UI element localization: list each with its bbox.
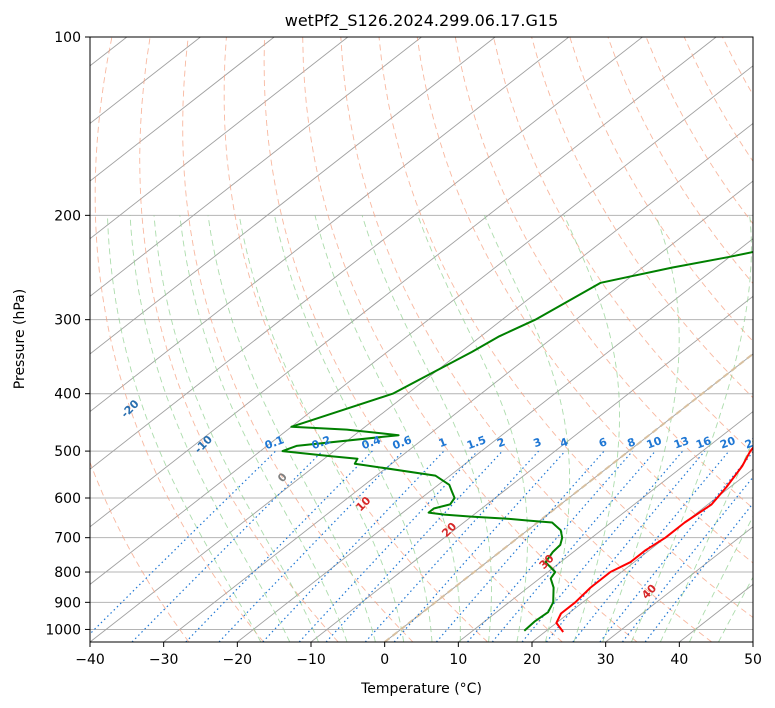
moist-adiabat-line: [688, 515, 753, 642]
y-tick-label: 900: [54, 595, 81, 611]
mixing-ratio-line: [325, 450, 503, 642]
isotherm-line: [90, 37, 275, 182]
isotherm-line: [90, 37, 643, 470]
y-tick-label: 700: [54, 531, 81, 547]
isotherm-line: [237, 238, 753, 642]
mixing-ratio-line: [435, 450, 605, 642]
moist-adiabat-line: [417, 215, 528, 642]
moist-adiabat-line: [718, 576, 753, 642]
isotherm-line: [90, 37, 496, 355]
dry-adiabat-line: [454, 37, 753, 509]
dewpoint-profile-line: [281, 251, 753, 632]
x-axis-label: Temperature (°C): [360, 681, 482, 697]
isotherm-line: [90, 37, 717, 528]
dry-adiabat-line: [340, 37, 712, 642]
plot-frame: [89, 36, 754, 643]
mixing-ratio-label: 2: [495, 435, 507, 450]
dry-adiabat-line: [182, 37, 414, 642]
mixing-ratio-label: 8: [626, 435, 638, 450]
mixing-ratio-label: 13: [672, 434, 691, 451]
dry-adiabat-line: [90, 460, 190, 642]
y-tick-label: 200: [54, 208, 81, 224]
isotherm-line: [90, 65, 753, 585]
dry-adiabat-line: [416, 37, 753, 564]
moist-adiabat-line: [361, 215, 492, 642]
zero-isotherm-line: [384, 352, 753, 642]
dry-adiabat-line: [139, 37, 339, 642]
moist-adiabat-line: [238, 215, 405, 642]
x-tick-label: 10: [449, 652, 467, 668]
mixing-ratio-line: [185, 450, 373, 642]
moist-adiabat-line: [659, 439, 753, 642]
mixing-ratio-label: 4: [558, 435, 570, 450]
moist-adiabat-line: [483, 215, 571, 642]
mixing-ratio-label: 10: [645, 434, 664, 452]
x-tick-label: −20: [223, 652, 253, 668]
mixing-ratio-line: [262, 450, 445, 642]
moist-adiabat-line: [314, 215, 461, 642]
isotherm-line: [90, 37, 570, 413]
isotherm-line: [458, 410, 753, 642]
isotherm-line: [605, 526, 753, 642]
mixing-ratio-line: [467, 450, 634, 642]
mixing-ratio-label: 0.6: [391, 433, 414, 452]
dry-adiabat-line: [94, 37, 264, 642]
mixing-ratio-label: 1.5: [465, 433, 488, 452]
y-axis-label: Pressure (hPa): [12, 289, 28, 389]
moist-adiabat-line: [153, 215, 319, 642]
mixing-ratio-line: [218, 450, 404, 642]
y-tick-label: 1000: [45, 622, 81, 638]
y-tick-label: 400: [54, 387, 81, 403]
isotherm-line: [90, 122, 753, 642]
mixing-ratio-label: 3: [532, 435, 544, 450]
mixing-ratio-line: [364, 450, 540, 642]
x-tick-label: −40: [75, 652, 105, 668]
dry-adiabat-line: [378, 37, 753, 619]
x-tick-label: −10: [296, 652, 326, 668]
moist-adiabat-line: [274, 215, 433, 642]
x-tick-label: 0: [380, 652, 389, 668]
moist-adiabat-line: [563, 215, 620, 642]
x-tick-label: 30: [597, 652, 615, 668]
mixing-ratio-label: 25: [743, 434, 762, 451]
x-tick-label: 20: [523, 652, 541, 668]
moist-adiabat-line: [602, 215, 680, 642]
isotherm-line: [163, 180, 753, 642]
mixing-ratio-line: [621, 476, 753, 642]
mixing-ratio-line: [491, 450, 656, 642]
x-tick-label: −30: [149, 652, 179, 668]
mixing-ratio-label: 16: [694, 434, 713, 452]
y-tick-label: 300: [54, 313, 81, 329]
y-tick-label: 500: [54, 444, 81, 460]
mixing-ratio-line: [131, 450, 323, 642]
mixing-ratio-line: [298, 450, 479, 642]
isotherm-line: [90, 37, 349, 240]
isotherm-line: [90, 37, 422, 297]
y-tick-label: 800: [54, 565, 81, 581]
x-tick-label: 50: [744, 652, 762, 668]
mixing-ratio-label: 1: [437, 435, 449, 450]
mixing-ratio-line: [572, 450, 730, 642]
y-tick-label: 100: [54, 30, 81, 46]
moist-adiabat-line: [207, 215, 376, 642]
mixing-ratio-label: 0.4: [360, 433, 383, 452]
mixing-ratio-label: 20: [718, 434, 737, 452]
mixing-ratio-label: 0.2: [310, 433, 333, 452]
moist-adiabat-line: [630, 215, 752, 642]
temperature-profile-line: [555, 446, 753, 633]
mixing-ratio-label: 0.1: [263, 433, 286, 452]
dry-adiabat-line: [302, 37, 638, 642]
moist-adiabat-line: [107, 215, 262, 642]
x-tick-label: 40: [670, 652, 688, 668]
mixing-ratio-line: [393, 450, 566, 642]
y-tick-label: 600: [54, 491, 81, 507]
mixing-ratio-label: 6: [597, 435, 609, 450]
mixing-ratio-line: [599, 451, 753, 642]
chart-title: wetPf2_S126.2024.299.06.17.G15: [285, 11, 559, 31]
dry-adiabat-line: [263, 37, 563, 642]
